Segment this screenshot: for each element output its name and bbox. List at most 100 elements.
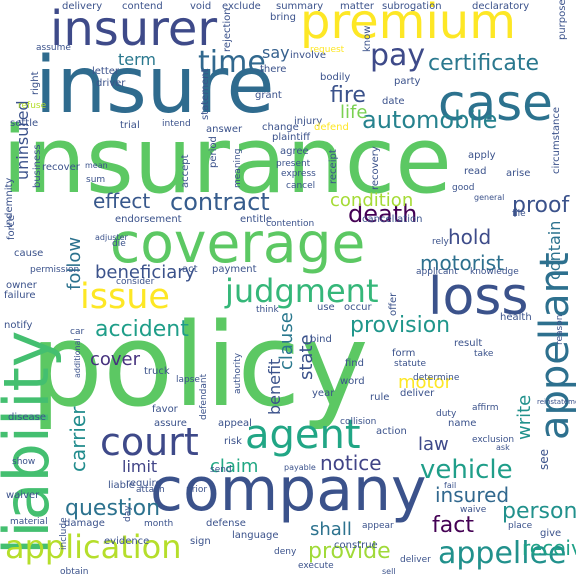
word-ask: ask xyxy=(496,443,510,452)
word-favor: favor xyxy=(152,404,179,415)
word-endorsement: endorsement xyxy=(115,214,182,225)
word-clause: clause xyxy=(276,312,297,370)
word-policy: policy xyxy=(30,299,369,433)
word-reinstatement: reinstatement xyxy=(537,398,576,406)
word-plaintiff: plaintiff xyxy=(272,132,311,143)
word-owner: owner xyxy=(6,280,38,291)
word-insure: insure xyxy=(35,41,275,131)
word-agree: agree xyxy=(280,146,309,157)
word-contention: contention xyxy=(266,219,314,229)
word-void: void xyxy=(190,1,211,12)
word-month: month xyxy=(144,519,173,529)
word-give: give xyxy=(540,528,561,539)
word-failure: failure xyxy=(4,290,36,301)
word-judgment: judgment xyxy=(224,272,378,310)
word-defendant: defendant xyxy=(199,373,209,420)
word-date: date xyxy=(382,96,405,107)
word-circumstance: circumstance xyxy=(551,107,562,174)
word-payment: payment xyxy=(212,264,257,275)
word-condition: condition xyxy=(330,190,413,211)
word-injury: injury xyxy=(294,116,322,127)
word-trial: trial xyxy=(120,120,140,131)
word-contain: contain xyxy=(545,221,564,280)
word-action: action xyxy=(376,426,407,437)
word-meaning: meaning xyxy=(233,149,243,188)
word-day: day xyxy=(123,505,133,522)
word-fail: fail xyxy=(444,481,456,490)
word-permission: permission xyxy=(30,265,79,275)
word-bind: bind xyxy=(310,334,332,345)
word-waiver: waiver xyxy=(6,490,40,501)
word-answer: answer xyxy=(206,124,243,135)
word-arise: arise xyxy=(506,168,530,179)
word-bodily: bodily xyxy=(320,72,350,83)
word-recover: recover xyxy=(42,162,81,173)
word-accept: accept xyxy=(180,154,191,188)
word-party: party xyxy=(394,76,421,87)
word-shall: shall xyxy=(310,519,352,540)
word-require: require xyxy=(126,478,162,489)
word-vehicle: vehicle xyxy=(420,455,513,485)
word-life: life xyxy=(340,102,367,123)
word-provision: provision xyxy=(350,313,450,338)
word-intend: intend xyxy=(162,119,191,129)
word-cancellation: cancellation xyxy=(362,214,422,225)
word-carrier: carrier xyxy=(66,406,90,472)
word-issue: issue xyxy=(80,277,170,317)
word-motorist: motorist xyxy=(420,251,504,275)
word-notice: notice xyxy=(320,451,382,475)
word-construe: construe xyxy=(334,540,378,551)
word-fact: fact xyxy=(432,513,474,538)
word-pay: pay xyxy=(370,38,425,73)
word-coverage: coverage xyxy=(110,211,365,275)
word-name: name xyxy=(448,418,476,429)
word-word: word xyxy=(340,376,365,387)
word-prior: prior xyxy=(186,485,207,495)
word-obtain: obtain xyxy=(60,567,88,576)
word-knowledge: knowledge xyxy=(470,267,519,277)
word-health: health xyxy=(500,312,532,323)
word-know: know xyxy=(362,26,373,52)
word-execute: execute xyxy=(298,561,334,571)
word-benefit: benefit xyxy=(265,359,284,415)
word-period: period xyxy=(208,136,219,168)
word-indemnity: indemnity xyxy=(4,178,15,228)
word-assume: assume xyxy=(36,43,71,53)
word-send: send xyxy=(210,465,232,475)
word-exclusion: exclusion xyxy=(472,435,514,445)
word-beneficiary: beneficiary xyxy=(95,262,196,283)
word-act: act xyxy=(182,264,198,275)
word-good: good xyxy=(452,183,474,193)
word-determine: determine xyxy=(413,373,460,383)
word-statement: statement xyxy=(200,68,211,120)
word-authority: authority xyxy=(233,352,243,394)
word-time: time xyxy=(198,45,266,80)
word-mean: mean xyxy=(85,161,108,170)
word-limit: limit xyxy=(122,457,157,476)
word-damage: damage xyxy=(64,518,105,529)
word-force: force xyxy=(6,215,17,240)
word-loss: loss xyxy=(428,267,528,327)
word-liable: liable xyxy=(108,480,135,491)
word-form: form xyxy=(392,348,415,359)
word-rule: rule xyxy=(370,392,389,403)
word-contend: contend xyxy=(122,1,163,12)
word-offer: offer xyxy=(388,292,399,316)
word-driver: driver xyxy=(96,78,126,89)
word-evidence: evidence xyxy=(104,536,149,547)
word-claim: claim xyxy=(210,456,258,477)
word-car: car xyxy=(70,327,84,337)
word-follow: follow xyxy=(64,237,85,290)
word-change: change xyxy=(262,122,299,133)
word-question: question xyxy=(65,496,160,521)
word-applicant: applicant xyxy=(416,267,458,277)
word-grant: grant xyxy=(255,90,282,101)
word-insurer: insurer xyxy=(50,1,217,57)
word-receipt: receipt xyxy=(328,149,339,184)
word-effect: effect xyxy=(93,189,150,213)
word-place: place xyxy=(508,521,533,531)
word-occur: occur xyxy=(344,302,372,313)
word-premium: premium xyxy=(300,0,516,50)
